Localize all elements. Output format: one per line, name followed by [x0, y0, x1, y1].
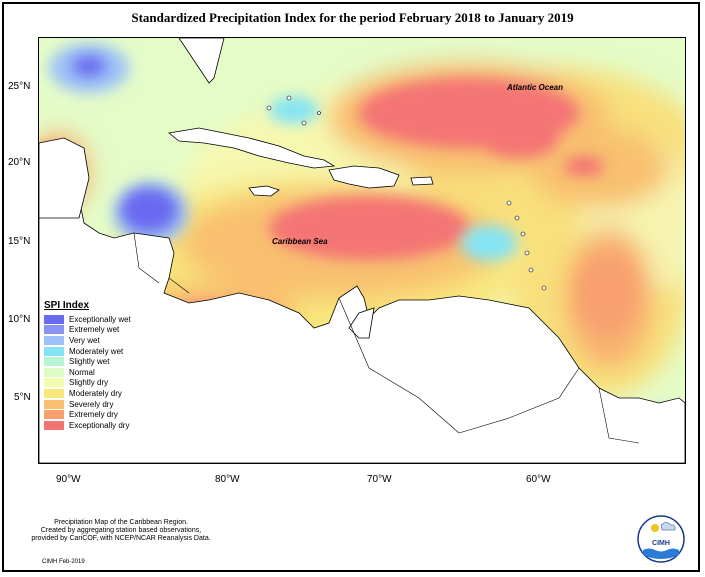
footer-line-1: Precipitation Map of the Caribbean Regio…	[54, 519, 188, 526]
label-atlantic-ocean: Atlantic Ocean	[506, 83, 563, 92]
footer-date: CIMH Feb-2019	[42, 559, 85, 565]
lon-tick-80: 80°W	[215, 474, 240, 485]
legend-label: Moderately wet	[69, 346, 124, 356]
lat-tick-10: 10°N	[8, 314, 31, 325]
legend-label: Very wet	[69, 335, 100, 345]
legend-title: SPI Index	[44, 300, 90, 311]
spi-map: Atlantic Ocean Caribbean Sea	[38, 37, 686, 464]
small-islands	[266, 95, 547, 291]
legend-swatch	[44, 399, 64, 409]
legend-swatch	[44, 420, 64, 430]
legend-item: Exceptionally dry	[44, 420, 184, 431]
legend-swatch	[44, 346, 64, 356]
legend-item: Slightly wet	[44, 356, 184, 367]
legend-swatch	[44, 410, 64, 420]
lat-tick-15: 15°N	[8, 236, 31, 247]
legend-label: Exceptionally wet	[69, 314, 131, 324]
legend-swatch	[44, 378, 64, 388]
legend-swatch	[44, 367, 64, 377]
legend-item: Moderately dry	[44, 388, 184, 399]
legend-swatch	[44, 335, 64, 345]
lat-tick-25: 25°N	[8, 81, 31, 92]
footer-credits: Precipitation Map of the Caribbean Regio…	[16, 519, 226, 543]
legend-item: Extremely dry	[44, 409, 184, 420]
legend-swatch	[44, 357, 64, 367]
legend-item: Severely dry	[44, 399, 184, 410]
lon-tick-90: 90°W	[56, 474, 81, 485]
lon-tick-60: 60°W	[526, 474, 551, 485]
legend-item: Extremely wet	[44, 325, 184, 336]
legend-rows: Exceptionally wet Extremely wet Very wet Mo…	[44, 314, 184, 431]
legend-swatch	[44, 314, 64, 324]
legend-label: Extremely wet	[69, 325, 120, 335]
footer-line-3: provided by CariCOF, with NCEP/NCAR Rean…	[31, 535, 211, 542]
land-masses	[39, 38, 685, 463]
legend-item: Moderately wet	[44, 346, 184, 357]
legend-swatch	[44, 325, 64, 335]
logo-text: CIMH	[652, 540, 670, 547]
legend-label: Normal	[69, 367, 95, 377]
legend-item: Slightly dry	[44, 378, 184, 389]
cimh-logo: CIMH	[636, 514, 686, 564]
legend-label: Extremely dry	[69, 410, 118, 420]
legend-item: Very wet	[44, 335, 184, 346]
legend-label: Moderately dry	[69, 388, 122, 398]
lat-tick-5: 5°N	[14, 392, 31, 403]
lon-tick-70: 70°W	[367, 474, 392, 485]
legend-item: Normal	[44, 367, 184, 378]
legend-item: Exceptionally wet	[44, 314, 184, 325]
legend-label: Slightly dry	[69, 378, 109, 388]
legend-label: Severely dry	[69, 399, 114, 409]
legend-label: Exceptionally dry	[69, 420, 130, 430]
country-borders	[133, 232, 640, 444]
lat-tick-20: 20°N	[8, 157, 31, 168]
map-title: Standardized Precipitation Index for the…	[131, 10, 574, 25]
legend-swatch	[44, 388, 64, 398]
footer-line-2: Created by aggregating station based obs…	[40, 527, 202, 534]
legend-label: Slightly wet	[69, 357, 110, 367]
label-caribbean-sea: Caribbean Sea	[272, 237, 328, 246]
spi-legend: SPI Index Exceptionally wet Extremely wet…	[44, 300, 184, 431]
